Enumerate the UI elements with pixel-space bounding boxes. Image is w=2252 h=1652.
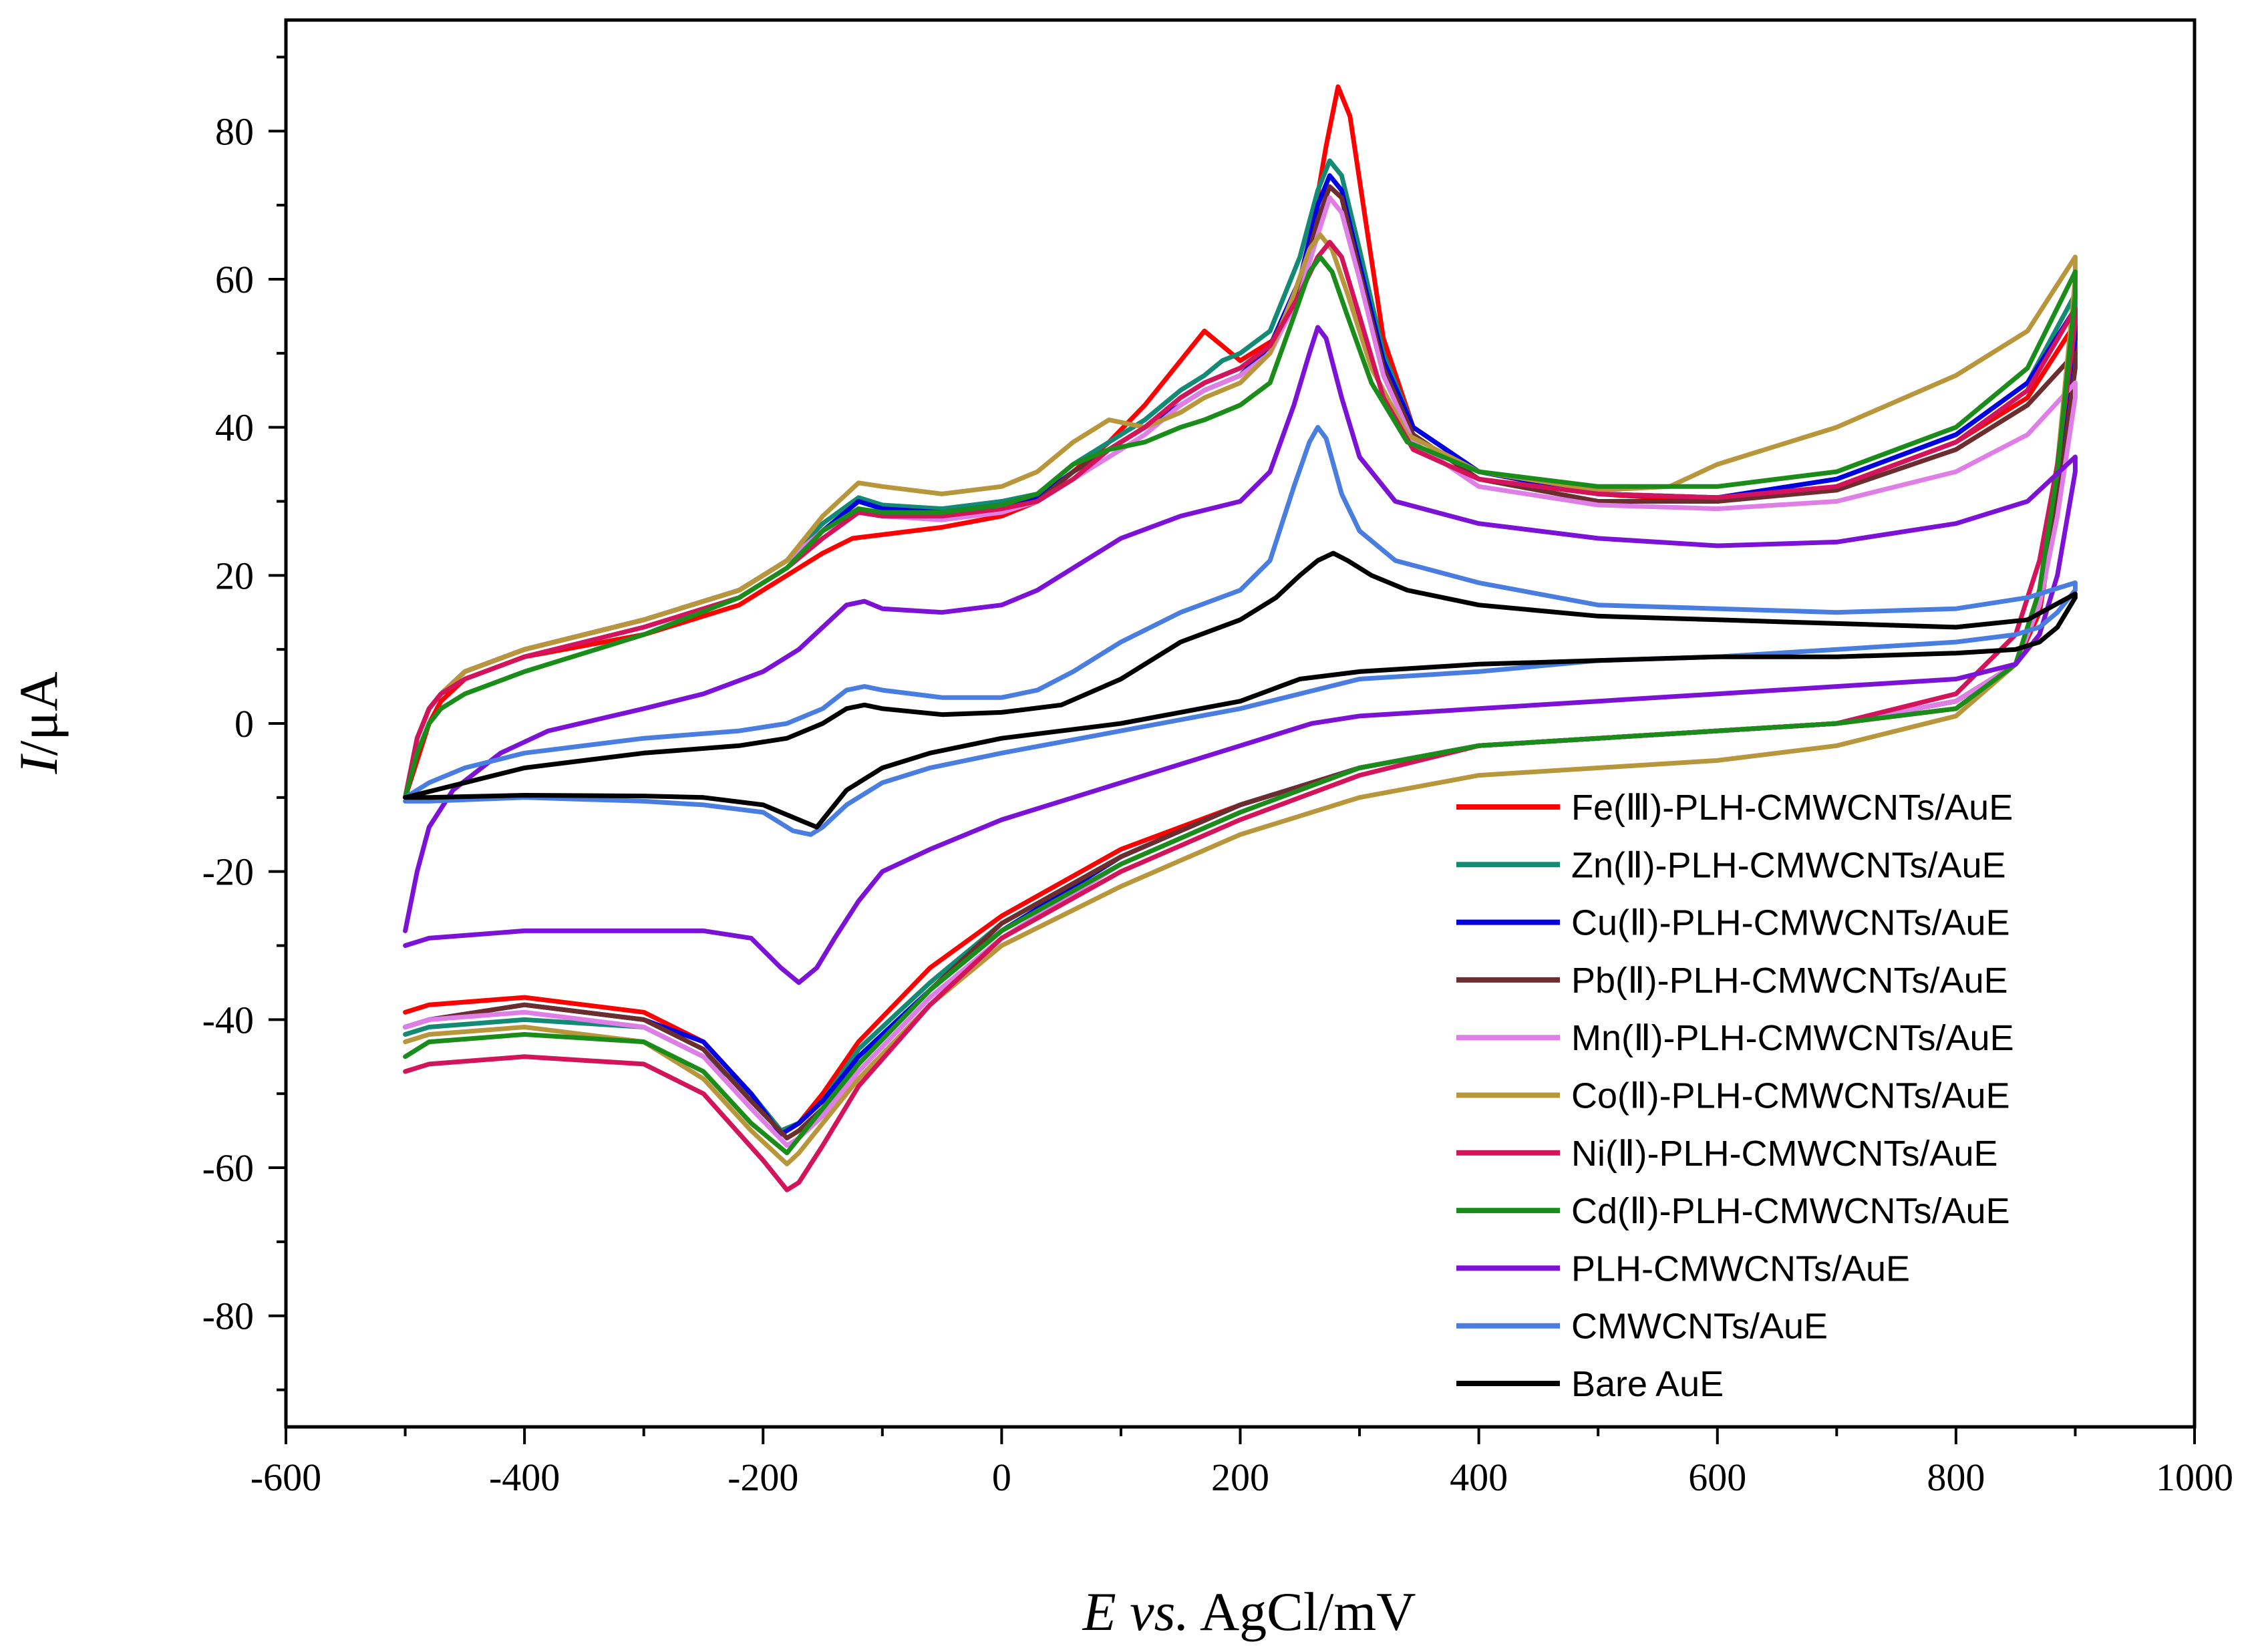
y-tick-label: 20 bbox=[215, 554, 254, 597]
y-tick-label: -60 bbox=[202, 1146, 254, 1190]
legend-label-9: CMWCNTs/AuE bbox=[1571, 1307, 1828, 1347]
x-tick-label: 0 bbox=[992, 1456, 1011, 1499]
series-line-8 bbox=[403, 325, 2078, 985]
legend-label-3: Pb(Ⅱ)-PLH-CMWCNTs/AuE bbox=[1571, 961, 2008, 1001]
x-tick-label: 800 bbox=[1927, 1456, 1985, 1499]
legend-label-7: Cd(Ⅱ)-PLH-CMWCNTs/AuE bbox=[1571, 1191, 2010, 1231]
series-line-9 bbox=[403, 425, 2078, 837]
x-tick-label: 600 bbox=[1688, 1456, 1746, 1499]
x-axis-title: E vs. AgCl/mV bbox=[1082, 1581, 1416, 1642]
y-tick-label: 80 bbox=[215, 110, 254, 153]
series-line-10 bbox=[403, 550, 2078, 830]
legend-label-6: Ni(Ⅱ)-PLH-CMWCNTs/AuE bbox=[1571, 1134, 1998, 1174]
y-tick-label: 40 bbox=[215, 406, 254, 450]
y-tick-label: -80 bbox=[202, 1295, 254, 1338]
y-tick-label: 60 bbox=[215, 258, 254, 301]
x-tick-label: -600 bbox=[251, 1456, 321, 1499]
x-tick-label: 200 bbox=[1211, 1456, 1269, 1499]
legend-label-2: Cu(Ⅱ)-PLH-CMWCNTs/AuE bbox=[1571, 903, 2010, 943]
y-axis-title: I/μA bbox=[8, 671, 69, 774]
legend-label-1: Zn(Ⅱ)-PLH-CMWCNTs/AuE bbox=[1571, 845, 2006, 885]
x-tick-label: -200 bbox=[728, 1456, 798, 1499]
y-tick-label: -20 bbox=[202, 850, 254, 894]
y-tick-label: -40 bbox=[202, 998, 254, 1041]
series-line-6 bbox=[403, 240, 2078, 1192]
x-tick-label: 400 bbox=[1450, 1456, 1508, 1499]
y-tick-label: 0 bbox=[234, 702, 254, 746]
legend-label-4: Mn(Ⅱ)-PLH-CMWCNTs/AuE bbox=[1571, 1018, 2014, 1058]
legend-label-0: Fe(Ⅲ)-PLH-CMWCNTs/AuE bbox=[1571, 788, 2013, 828]
series-layer bbox=[403, 84, 2078, 1192]
legend: Fe(Ⅲ)-PLH-CMWCNTs/AuE Zn(Ⅱ)-PLH-CMWCNTs/A… bbox=[1456, 788, 2014, 1404]
legend-label-8: PLH-CMWCNTs/AuE bbox=[1571, 1249, 1910, 1289]
axes-layer: -600 -400 -200 0 200 400 600 800 1000-80-60-40-2… bbox=[202, 18, 2233, 1499]
series-line-7 bbox=[403, 255, 2078, 1156]
legend-label-10: Bare AuE bbox=[1571, 1364, 1724, 1404]
x-tick-label: 1000 bbox=[2156, 1456, 2233, 1499]
x-tick-label: -400 bbox=[489, 1456, 560, 1499]
legend-label-5: Co(Ⅱ)-PLH-CMWCNTs/AuE bbox=[1571, 1076, 2010, 1116]
